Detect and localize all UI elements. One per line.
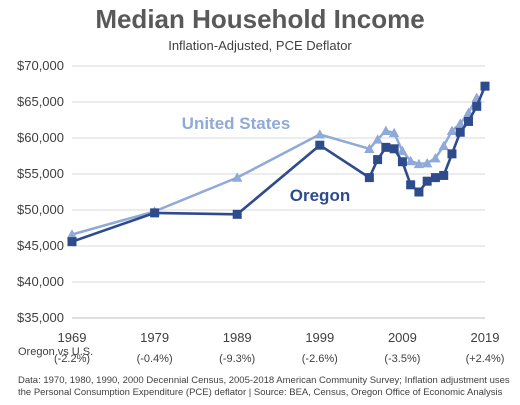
y-tick-label: $45,000 [17, 238, 64, 253]
y-tick-label: $40,000 [17, 274, 64, 289]
data-point [389, 144, 399, 154]
comparison-row-label: Oregon vs U.S. [18, 346, 94, 358]
y-tick-label: $65,000 [17, 94, 64, 109]
comparison-value: (-2.2%) [54, 353, 90, 365]
y-tick-label: $70,000 [17, 58, 64, 73]
data-point [150, 208, 160, 218]
y-tick-label: $35,000 [17, 310, 64, 325]
comparison-value: (-3.5%) [384, 353, 420, 365]
data-point [430, 173, 440, 183]
y-tick-label: $50,000 [17, 202, 64, 217]
data-point [414, 187, 424, 197]
chart-title: Median Household Income [95, 4, 425, 34]
data-point [388, 127, 400, 138]
data-point [447, 149, 457, 159]
x-tick-label: 2009 [388, 330, 417, 345]
data-point [406, 180, 416, 190]
data-point [397, 145, 408, 156]
data-point [314, 129, 325, 139]
x-tick-label: 1969 [58, 330, 87, 345]
data-point [364, 143, 375, 153]
comparison-value: (+2.4%) [466, 353, 505, 365]
data-point [381, 142, 391, 152]
comparison-value: (-0.4%) [137, 353, 173, 365]
data-point [405, 155, 416, 166]
chart-subtitle: Inflation-Adjusted, PCE Deflator [168, 38, 352, 53]
comparison-row: (-2.2%) (-0.4%) (-9.3%) (-2.6%) (-3.5%) (+2.4… [54, 353, 504, 365]
comparison-value: (-2.6%) [302, 353, 338, 365]
data-point [455, 118, 466, 128]
footnote: Data: 1970, 1980, 1990, 2000 Decennial C… [18, 375, 510, 398]
data-point [438, 140, 449, 151]
axes: $35,000 $40,000 $45,000 $50,000 $55,000 $60,0… [17, 58, 499, 345]
data-point [439, 170, 449, 180]
data-point [446, 125, 458, 135]
y-tick-label: $55,000 [17, 166, 64, 181]
data-point [430, 152, 441, 163]
series-label-united-states: United States [182, 114, 291, 133]
x-tick-label: 1979 [140, 330, 169, 345]
comparison-value: (-9.3%) [219, 353, 255, 365]
data-point [413, 158, 425, 169]
data-point [397, 157, 407, 167]
data-point [232, 172, 243, 182]
data-point [66, 229, 78, 239]
data-point [364, 173, 374, 183]
data-point [463, 116, 473, 126]
data-point [480, 81, 490, 91]
data-point [472, 101, 482, 111]
data-point [315, 140, 325, 150]
series-label-oregon: Oregon [290, 186, 350, 205]
y-tick-label: $60,000 [17, 130, 64, 145]
data-point [455, 127, 465, 137]
series-layer [66, 81, 490, 247]
series-united-states [66, 92, 482, 239]
data-point [421, 158, 433, 168]
data-point [380, 125, 392, 135]
data-point [373, 155, 383, 165]
series-oregon [67, 81, 490, 247]
data-point [232, 209, 242, 219]
series-labels: United States Oregon [182, 114, 351, 205]
x-tick-label: 1999 [305, 330, 334, 345]
data-point [372, 134, 383, 144]
data-point [67, 237, 77, 247]
data-point [422, 176, 432, 186]
x-tick-label: 2019 [471, 330, 500, 345]
x-tick-label: 1989 [223, 330, 252, 345]
